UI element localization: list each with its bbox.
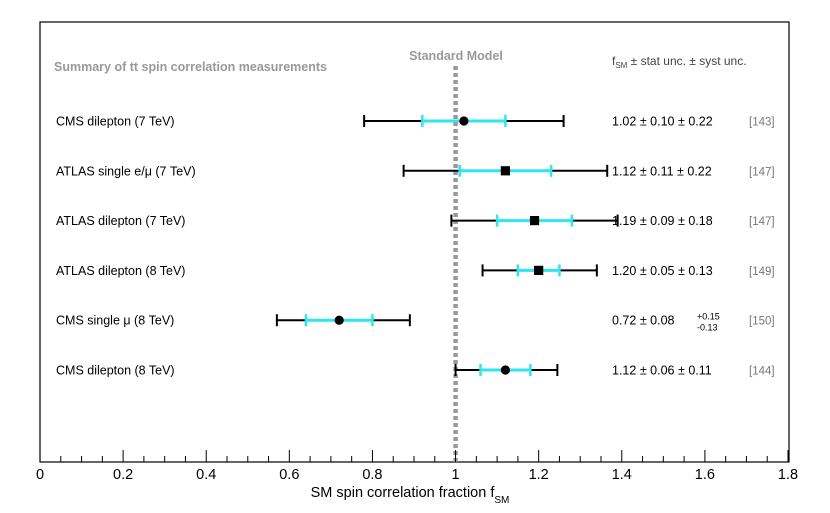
data-point-square	[500, 166, 511, 176]
measurement-label: CMS dilepton (8 TeV)	[56, 364, 175, 378]
plus-minus-sign: ±	[636, 164, 650, 178]
plus-minus-sign: ±	[636, 264, 650, 278]
x-tick-label: 1	[452, 467, 460, 483]
stat-unc: 0.09	[650, 214, 674, 228]
plus-minus-sign: ±	[674, 164, 688, 178]
column-header: fSM ± stat unc. ± syst unc.	[612, 54, 747, 70]
stat-unc: 0.06	[650, 364, 674, 378]
measurement-row: ATLAS single e/μ (7 TeV) 1.12 ± 0.11 ± 0.…	[56, 164, 775, 178]
data-point-circle	[334, 315, 344, 325]
reference-label: [149]	[749, 266, 775, 278]
syst-unc-down: -0.13	[697, 323, 718, 333]
value: 1.19	[612, 214, 636, 228]
syst-unc: 0.11	[688, 364, 711, 378]
x-axis-label: SM spin correlation fraction fSM	[311, 485, 510, 506]
measurement-label: CMS dilepton (7 TeV)	[56, 115, 175, 129]
measurement-value-text: 0.72 ± 0.08	[612, 314, 675, 328]
syst-unc: 0.22	[687, 164, 711, 178]
reference-label: [143]	[749, 117, 775, 129]
measurement-value-text: 1.12 ± 0.06 ± 0.11	[612, 364, 712, 378]
reference-label: [147]	[749, 166, 775, 178]
x-tick-label: 1.6	[695, 467, 715, 483]
measurement-row: CMS dilepton (8 TeV) 1.12 ± 0.06 ± 0.11 [1…	[56, 364, 775, 378]
syst-unc: 0.18	[688, 214, 712, 228]
value: 1.12	[612, 164, 636, 178]
x-tick-label: 0.6	[279, 467, 299, 483]
measurement-row: CMS dilepton (7 TeV) 1.02 ± 0.10 ± 0.22 [1…	[56, 115, 775, 129]
data-point-circle	[459, 116, 469, 126]
reference-label: [144]	[749, 366, 775, 378]
data-point-square	[534, 265, 544, 275]
syst-unc: 0.22	[688, 115, 712, 129]
column-header-sub: SM	[615, 61, 627, 70]
measurement-row: ATLAS dilepton (8 TeV) 1.20 ± 0.05 ± 0.13…	[56, 264, 775, 278]
data-point-square	[529, 216, 540, 226]
stat-unc: 0.10	[650, 115, 674, 129]
plus-minus-sign: ±	[636, 364, 650, 378]
plus-minus-sign: ±	[675, 364, 689, 378]
plus-minus-sign: ±	[636, 115, 650, 129]
measurement-value-text: 1.02 ± 0.10 ± 0.22	[612, 115, 713, 129]
plus-minus-sign: ±	[636, 314, 650, 328]
syst-unc-up: +0.15	[697, 312, 720, 322]
measurement-row: ATLAS dilepton (7 TeV) 1.19 ± 0.09 ± 0.18…	[56, 214, 775, 228]
reference-label: [150]	[749, 316, 775, 328]
column-header-rest: ± stat unc. ± syst unc.	[627, 54, 746, 68]
plus-minus-sign: ±	[675, 214, 689, 228]
x-tick-label: 0.8	[362, 467, 382, 483]
value: 1.20	[612, 264, 636, 278]
plus-minus-sign: ±	[675, 115, 689, 129]
measurement-label: CMS single μ (8 TeV)	[56, 314, 174, 328]
measurement-row: CMS single μ (8 TeV) 0.72 ± 0.08 +0.15-0.1…	[56, 312, 775, 333]
plot-frame	[39, 21, 790, 463]
x-tick-label: 1.4	[612, 467, 632, 483]
measurement-value-text: 1.20 ± 0.05 ± 0.13	[612, 264, 713, 278]
value: 1.12	[612, 364, 636, 378]
chart-title: Summary of tt spin correlation measureme…	[54, 60, 327, 74]
data-point-circle	[500, 365, 511, 375]
reference-label: [147]	[749, 216, 775, 228]
stat-unc: 0.08	[650, 314, 674, 328]
stat-unc: 0.11	[650, 164, 673, 178]
measurement-label: ATLAS single e/μ (7 TeV)	[56, 164, 196, 178]
x-axis-label-main: SM spin correlation fraction f	[311, 485, 496, 501]
value: 1.02	[612, 115, 636, 129]
column-header-f: f	[612, 54, 616, 68]
stat-unc: 0.05	[650, 264, 674, 278]
value: 0.72	[612, 314, 636, 328]
plus-minus-sign: ±	[675, 264, 689, 278]
plus-minus-sign: ±	[636, 214, 650, 228]
x-tick-label: 0.2	[113, 467, 133, 483]
sm-label: Standard Model	[409, 49, 503, 63]
syst-unc: 0.13	[688, 264, 712, 278]
measurement-value-text: 1.12 ± 0.11 ± 0.22	[612, 164, 712, 178]
measurement-label: ATLAS dilepton (8 TeV)	[56, 264, 185, 278]
measurement-value-text: 1.19 ± 0.09 ± 0.18	[612, 214, 713, 228]
x-tick-label: 1.2	[529, 467, 549, 483]
x-axis-label-sub: SM	[494, 495, 509, 506]
x-tick-label: 0	[36, 467, 44, 483]
measurement-label: ATLAS dilepton (7 TeV)	[56, 214, 185, 228]
x-tick-label: 0.4	[196, 467, 216, 483]
x-tick-label: 1.8	[778, 467, 798, 483]
